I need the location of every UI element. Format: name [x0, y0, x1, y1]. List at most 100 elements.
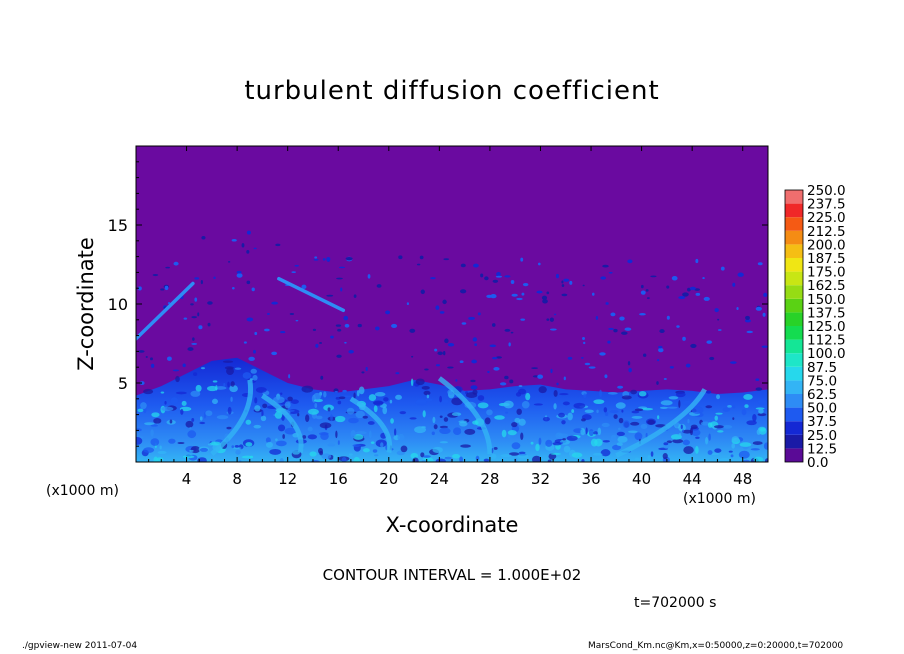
eddy — [720, 266, 725, 271]
turbulence-cell — [209, 441, 221, 446]
turbulence-cell — [538, 437, 542, 445]
turbulence-cell — [553, 390, 558, 397]
eddy — [267, 313, 270, 315]
turbulence-cell — [255, 386, 267, 393]
turbulence-cell — [367, 421, 375, 425]
turbulence-cell — [517, 454, 529, 459]
eddy — [322, 258, 326, 261]
turbulence-streak — [210, 379, 254, 457]
turbulence-cell — [315, 415, 323, 420]
chart-title: turbulent diffusion coefficient — [244, 76, 660, 106]
eddy — [291, 271, 296, 274]
eddy — [391, 323, 398, 329]
eddy — [194, 277, 200, 280]
y-axis-unit-label: (x1000 m) — [46, 483, 119, 499]
eddy — [624, 327, 632, 331]
turbulence-cell — [573, 402, 586, 409]
turbulence-cell — [708, 433, 711, 441]
turbulence-cell — [621, 395, 632, 400]
turbulence-cell — [433, 424, 438, 430]
turbulence-cell — [592, 431, 599, 435]
turbulence-cell — [615, 402, 626, 409]
turbulence-cell — [500, 454, 512, 458]
eddy — [628, 368, 632, 373]
turbulence-cell — [507, 429, 517, 436]
turbulence-cell — [616, 431, 625, 436]
eddy — [395, 372, 400, 375]
turbulence-cell — [602, 440, 610, 443]
y-tick-label: 15 — [108, 216, 128, 235]
eddy — [737, 272, 744, 277]
turbulence-cell — [415, 399, 427, 406]
turbulence-cell — [223, 383, 226, 387]
turbulence-cell — [410, 452, 419, 459]
turbulence-cell — [431, 431, 435, 436]
turbulence-cell — [348, 417, 359, 424]
turbulence-cell — [421, 385, 430, 390]
colorbar-level-label: 50.0 — [807, 401, 837, 417]
footer-right: MarsCond_Km.nc@Km,x=0:50000,z=0:20000,t=… — [588, 641, 844, 651]
eddy — [289, 312, 295, 315]
eddy — [439, 311, 445, 314]
eddy — [248, 356, 255, 361]
eddy — [337, 328, 342, 332]
eddy — [521, 292, 525, 296]
turbulence-cell — [535, 443, 540, 452]
eddy — [474, 343, 478, 347]
turbulence-cell — [227, 406, 232, 415]
eddy — [709, 356, 715, 361]
contour-interval-text: CONTOUR INTERVAL = 1.000E+02 — [322, 566, 582, 584]
eddy — [198, 325, 203, 330]
turbulence-cell — [348, 453, 353, 456]
eddy — [173, 261, 179, 266]
eddy — [484, 276, 489, 281]
turbulence-cell — [137, 408, 144, 413]
colorbar-level-label: 12.5 — [807, 441, 837, 457]
turbulence-cell — [355, 410, 365, 419]
eddy — [504, 375, 509, 380]
turbulence-cell — [622, 420, 630, 428]
turbulence-cell — [321, 453, 332, 460]
turbulence-cell — [505, 411, 509, 414]
turbulence-cell — [631, 410, 640, 414]
turbulence-streak — [261, 393, 304, 454]
colorbar-level-label: 187.5 — [807, 251, 846, 267]
eddy — [345, 256, 353, 261]
eddy — [621, 331, 628, 335]
turbulence-cell — [666, 406, 678, 409]
turbulence-cell — [511, 421, 518, 428]
turbulence-cell — [230, 396, 233, 402]
turbulence-cell — [710, 452, 720, 456]
turbulence-cell — [180, 408, 184, 415]
eddy — [745, 315, 750, 321]
turbulence-cell — [520, 432, 524, 440]
colorbar-band — [785, 448, 803, 462]
turbulence-cell — [153, 417, 162, 424]
eddy — [253, 349, 256, 354]
turbulence-cell — [143, 388, 154, 395]
eddy — [243, 341, 247, 344]
eddy — [344, 341, 347, 344]
eddy — [556, 382, 559, 386]
turbulence-cell — [337, 400, 342, 405]
turbulence-cell — [647, 455, 651, 461]
turbulence-cell — [663, 442, 669, 446]
x-tick-label: 16 — [329, 470, 348, 488]
eddy — [509, 379, 514, 384]
turbulence-cell — [758, 427, 767, 435]
eddy — [746, 330, 753, 334]
turbulence-cell — [307, 434, 318, 440]
turbulence-cell — [358, 386, 365, 395]
turbulence-cell — [164, 400, 167, 405]
colorbar-band — [785, 230, 803, 245]
colorbar-level-label: 100.0 — [807, 346, 846, 362]
eddy — [714, 308, 719, 313]
eddy — [152, 273, 159, 277]
eddy — [627, 361, 631, 366]
eddy — [213, 276, 216, 280]
turbulence-cell — [668, 396, 679, 400]
turbulence-cell — [634, 432, 643, 441]
turbulence-cell — [252, 374, 258, 381]
turbulence-cell — [596, 409, 599, 414]
